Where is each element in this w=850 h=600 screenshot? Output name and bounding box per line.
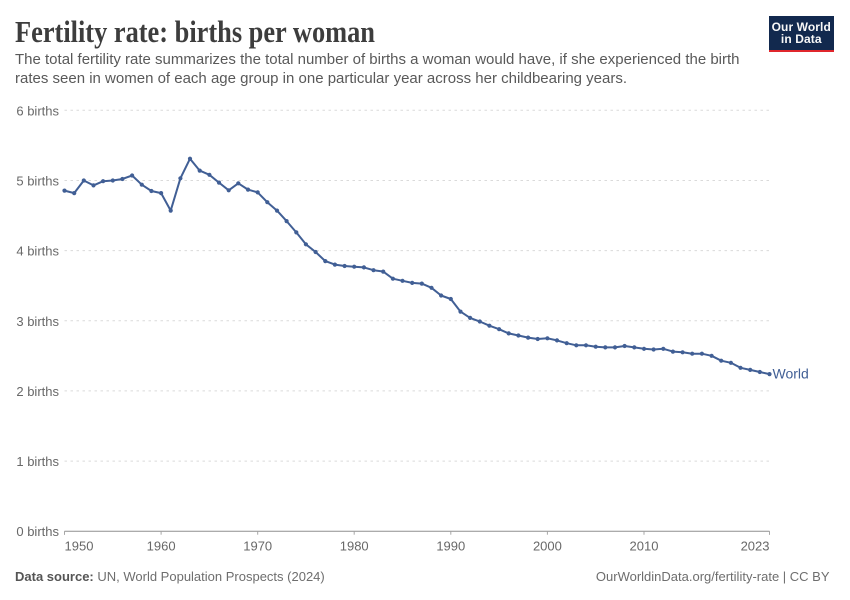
svg-text:4 births: 4 births — [16, 244, 59, 259]
svg-text:2000: 2000 — [533, 539, 562, 554]
svg-text:2 births: 2 births — [16, 384, 59, 399]
svg-text:5 births: 5 births — [16, 174, 59, 189]
svg-text:1980: 1980 — [340, 539, 369, 554]
svg-text:1970: 1970 — [243, 539, 272, 554]
svg-text:0 births: 0 births — [16, 524, 59, 539]
svg-text:2023: 2023 — [741, 539, 770, 554]
svg-text:6 births: 6 births — [16, 103, 59, 118]
svg-text:2010: 2010 — [630, 539, 659, 554]
svg-text:1960: 1960 — [147, 539, 176, 554]
svg-text:World: World — [773, 365, 809, 381]
svg-text:1990: 1990 — [436, 539, 465, 554]
svg-text:1 births: 1 births — [16, 454, 59, 469]
svg-text:1950: 1950 — [65, 539, 94, 554]
svg-text:3 births: 3 births — [16, 314, 59, 329]
